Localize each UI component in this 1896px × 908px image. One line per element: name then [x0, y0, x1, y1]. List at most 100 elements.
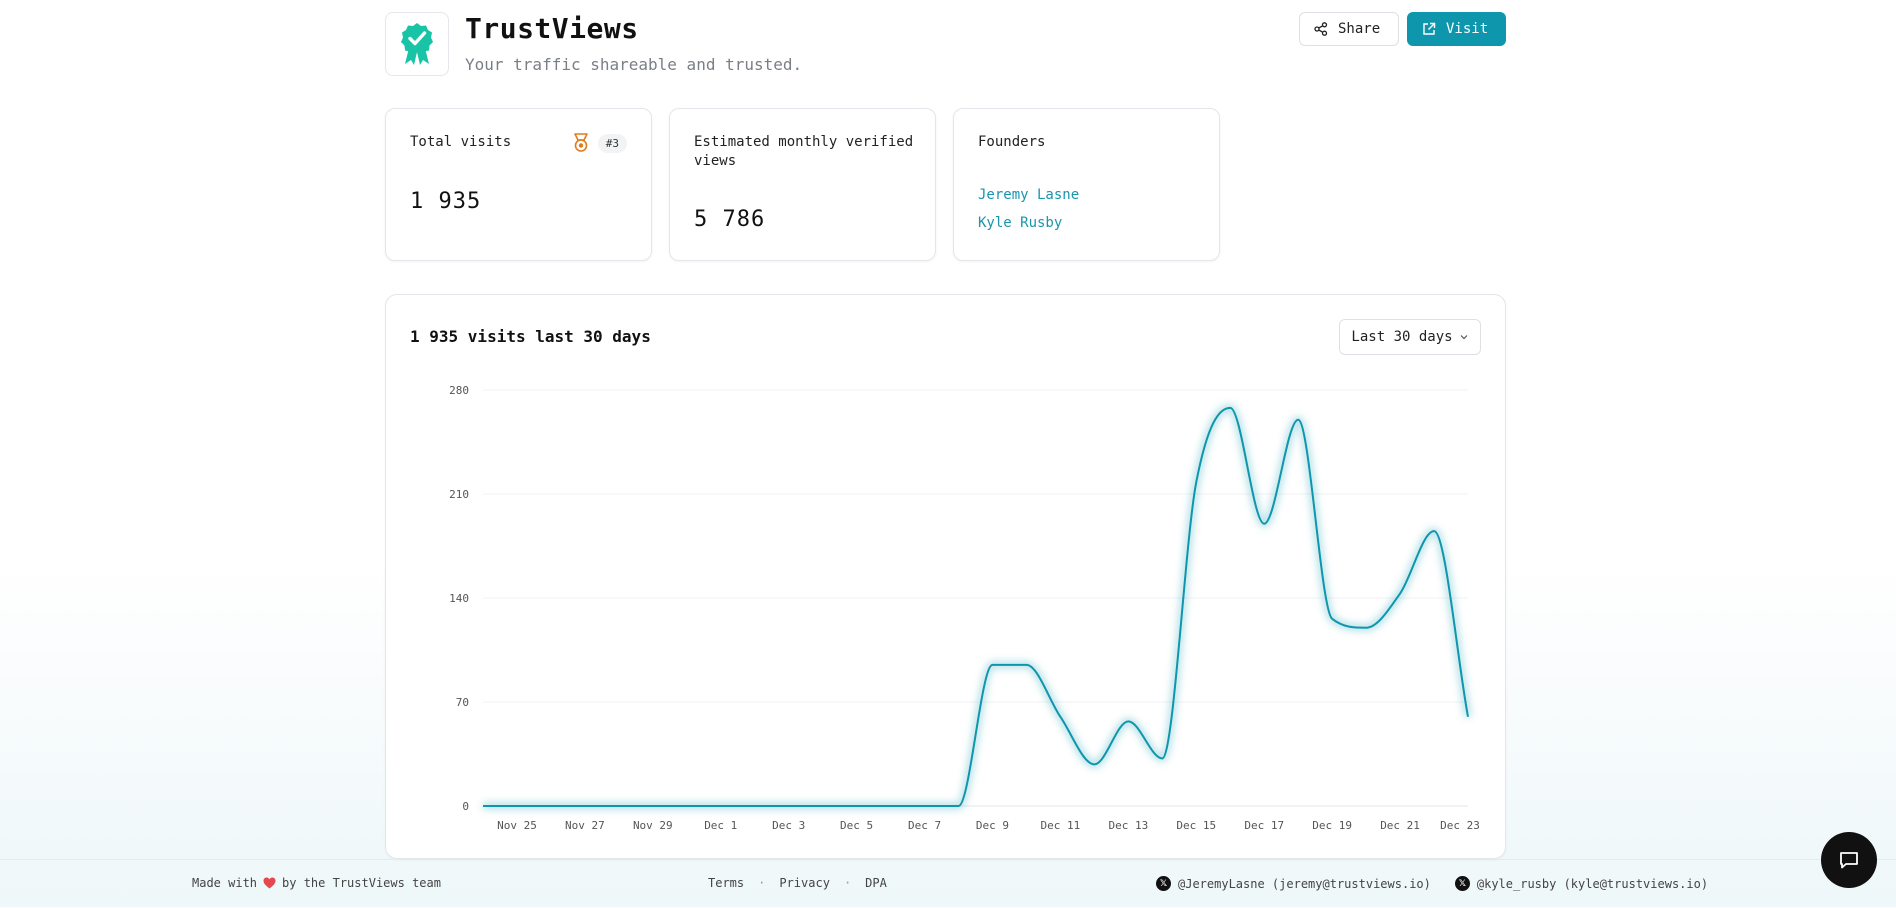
x-tick-label: Dec 13	[1108, 819, 1148, 832]
data-point[interactable]	[953, 800, 965, 812]
social-handle: @kyle_rusby (kyle@trustviews.io)	[1476, 876, 1709, 891]
y-tick-label: 210	[449, 488, 469, 501]
share-button-label: Share	[1338, 21, 1381, 37]
monthly-views-label: Estimated monthly verified views	[694, 134, 914, 169]
x-tick-label: Dec 5	[840, 819, 873, 832]
date-range-select[interactable]: Last 30 days	[1339, 319, 1481, 355]
share-button[interactable]: Share	[1299, 12, 1399, 46]
visits-series-line	[483, 406, 1469, 807]
x-logo-icon: 𝕏	[1454, 876, 1470, 891]
x-tick-label: Dec 17	[1244, 819, 1284, 832]
x-tick-label: Nov 25	[497, 819, 537, 832]
founder-link[interactable]: Kyle Rusby	[978, 215, 1063, 231]
total-visits-card: Total visits #3 1 935	[385, 108, 652, 261]
x-tick-label: Dec 1	[704, 819, 737, 832]
page-subtitle: Your traffic shareable and trusted.	[465, 55, 803, 74]
x-tick-label: Dec 11	[1041, 819, 1081, 832]
data-point[interactable]	[749, 800, 761, 812]
social-link-kyle[interactable]: 𝕏 @kyle_rusby (kyle@trustviews.io)	[1454, 876, 1709, 891]
data-point[interactable]	[545, 800, 557, 812]
data-point[interactable]	[715, 800, 727, 812]
x-tick-label: Dec 3	[772, 819, 805, 832]
data-point[interactable]	[986, 659, 998, 671]
visits-line-chart: 0 70 140 210 280 Nov 25 Nov 27 Nov 29 Dec 1 Dec 3…	[449, 384, 1480, 832]
founders-card: Founders Jeremy Lasne Kyle Rusby	[953, 108, 1220, 261]
data-point[interactable]	[1292, 414, 1304, 426]
monthly-views-value: 5 786	[694, 207, 766, 232]
privacy-link[interactable]: Privacy	[779, 876, 830, 890]
y-tick-label: 280	[449, 384, 469, 397]
data-point[interactable]	[919, 800, 931, 812]
rank-badge: #3	[597, 133, 627, 153]
data-point[interactable]	[647, 800, 659, 812]
heart-icon	[263, 877, 276, 889]
data-point[interactable]	[817, 800, 829, 812]
y-tick-label: 0	[462, 800, 469, 813]
data-point[interactable]	[1156, 752, 1168, 764]
total-visits-label: Total visits	[410, 134, 512, 150]
x-tick-label: Nov 27	[565, 819, 605, 832]
data-point[interactable]	[783, 800, 795, 812]
data-point[interactable]	[477, 800, 489, 812]
external-link-icon	[1423, 22, 1436, 35]
data-point[interactable]	[1360, 622, 1372, 634]
award-check-icon	[401, 23, 433, 65]
rank-indicator: #3	[572, 133, 627, 153]
x-tick-label: Dec 7	[908, 819, 941, 832]
separator-dot: ·	[758, 876, 766, 890]
x-tick-label: Dec 9	[976, 819, 1009, 832]
x-tick-label: Nov 29	[633, 819, 673, 832]
made-with-prefix: Made with	[192, 876, 258, 890]
x-tick-label: Dec 23	[1440, 819, 1480, 832]
separator-dot: ·	[843, 876, 852, 890]
data-point[interactable]	[511, 800, 523, 812]
data-point[interactable]	[613, 800, 625, 812]
data-point[interactable]	[681, 800, 693, 812]
page-header: TrustViews Your traffic shareable and tr…	[385, 12, 1506, 78]
x-tick-label: Dec 21	[1380, 819, 1420, 832]
total-visits-value: 1 935	[410, 189, 482, 214]
data-point[interactable]	[1394, 588, 1406, 600]
chart-title: 1 935 visits last 30 days	[410, 327, 651, 346]
terms-link[interactable]: Terms	[708, 876, 745, 890]
date-range-value: Last 30 days	[1351, 329, 1453, 345]
data-point[interactable]	[1428, 525, 1440, 537]
founder-link[interactable]: Jeremy Lasne	[978, 187, 1080, 203]
data-point[interactable]	[1258, 518, 1270, 530]
x-tick-label: Dec 19	[1312, 819, 1352, 832]
brand-logo[interactable]	[385, 12, 449, 76]
data-point[interactable]	[1122, 715, 1134, 727]
visits-chart-card: 1 935 visits last 30 days Last 30 days 0…	[385, 294, 1506, 859]
x-logo-icon: 𝕏	[1156, 876, 1171, 891]
data-point[interactable]	[1462, 711, 1474, 723]
founders-label: Founders	[978, 134, 1046, 150]
visit-button[interactable]: Visit	[1407, 12, 1506, 46]
data-point[interactable]	[1020, 659, 1032, 671]
data-point[interactable]	[1326, 613, 1338, 625]
monthly-views-card: Estimated monthly verified views 5 786	[669, 108, 936, 261]
chat-icon	[1840, 852, 1858, 869]
data-point[interactable]	[1190, 476, 1202, 488]
chevron-down-icon	[1460, 335, 1468, 340]
visit-button-label: Visit	[1446, 21, 1489, 37]
dpa-link[interactable]: DPA	[865, 876, 887, 890]
share-icon	[1314, 22, 1328, 36]
social-handle: @JeremyLasne (jeremy@trustviews.io)	[1178, 876, 1431, 891]
y-tick-label: 70	[456, 696, 469, 709]
social-link-jeremy[interactable]: 𝕏 @JeremyLasne (jeremy@trustviews.io)	[1156, 876, 1431, 891]
made-with-suffix: by the TrustViews team	[282, 876, 441, 890]
footer-links: Terms · Privacy · DPA	[708, 876, 887, 890]
made-with-credit: Made with by the TrustViews team	[192, 876, 441, 890]
medal-icon	[573, 133, 588, 152]
data-point[interactable]	[885, 800, 897, 812]
page-title: TrustViews	[465, 12, 639, 45]
data-point[interactable]	[1224, 402, 1236, 414]
data-point[interactable]	[1054, 711, 1066, 723]
x-tick-label: Dec 15	[1176, 819, 1216, 832]
series-line-glow	[483, 404, 1471, 809]
data-point[interactable]	[579, 800, 591, 812]
data-point[interactable]	[851, 800, 863, 812]
data-point[interactable]	[1088, 758, 1100, 770]
chat-widget-button[interactable]	[1821, 832, 1877, 888]
page-footer: Made with by the TrustViews team Terms ·…	[0, 859, 1896, 908]
